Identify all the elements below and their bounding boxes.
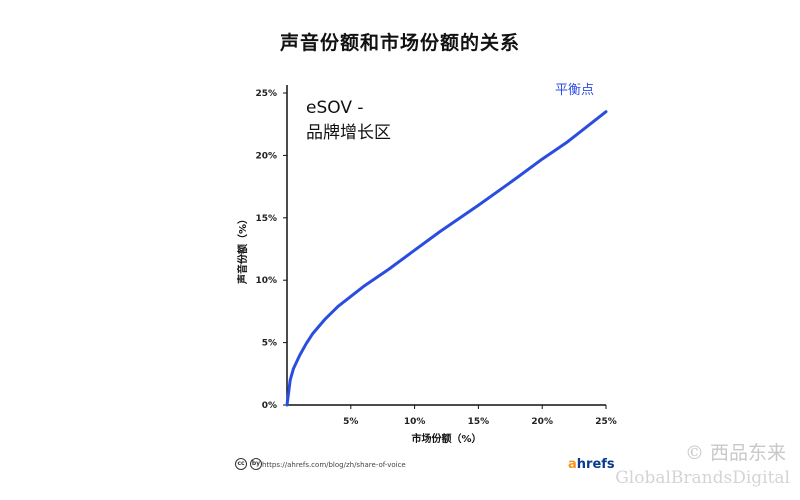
x-tick-label: 10% [404, 417, 426, 427]
y-tick-label: 5% [262, 339, 277, 349]
license-icons: cc by [235, 458, 262, 470]
ahrefs-logo: ahrefs [568, 457, 615, 472]
axes [286, 85, 606, 406]
series-line [285, 110, 608, 407]
x-tick-label: 20% [531, 417, 553, 427]
y-tick-label: 20% [255, 151, 277, 161]
y-tick-labels: 0% 5% 10% 15% 20% 25% [255, 89, 287, 411]
cc-icon: cc [235, 458, 247, 470]
y-tick-label: 0% [262, 401, 277, 411]
x-tick-label: 25% [595, 417, 617, 427]
by-icon: by [250, 458, 262, 470]
chart-title: 声音份额和市场份额的关系 [279, 32, 520, 54]
growth-zone-label-line1: eSOV - [306, 98, 364, 118]
y-tick-label: 10% [255, 276, 277, 286]
x-tick-label: 5% [343, 417, 358, 427]
x-tick-labels: 5% 10% 15% 20% 25% [343, 405, 617, 427]
source-url[interactable]: https://ahrefs.com/blog/zh/share-of-voic… [262, 461, 406, 469]
x-axis-label: 市场份额（%） [411, 432, 481, 445]
watermark-line1: © 西品东来 [684, 442, 786, 464]
watermark-line2: GlobalBrandsDigital [615, 468, 790, 488]
balance-point-label: 平衡点 [555, 83, 594, 98]
x-tick-label: 15% [468, 417, 490, 427]
y-tick-label: 15% [255, 214, 277, 224]
series-group [285, 110, 608, 407]
y-tick-label: 25% [255, 89, 277, 99]
growth-zone-label-line2: 品牌增长区 [306, 123, 391, 143]
y-axis-label: 声音份额（%） [236, 214, 249, 285]
